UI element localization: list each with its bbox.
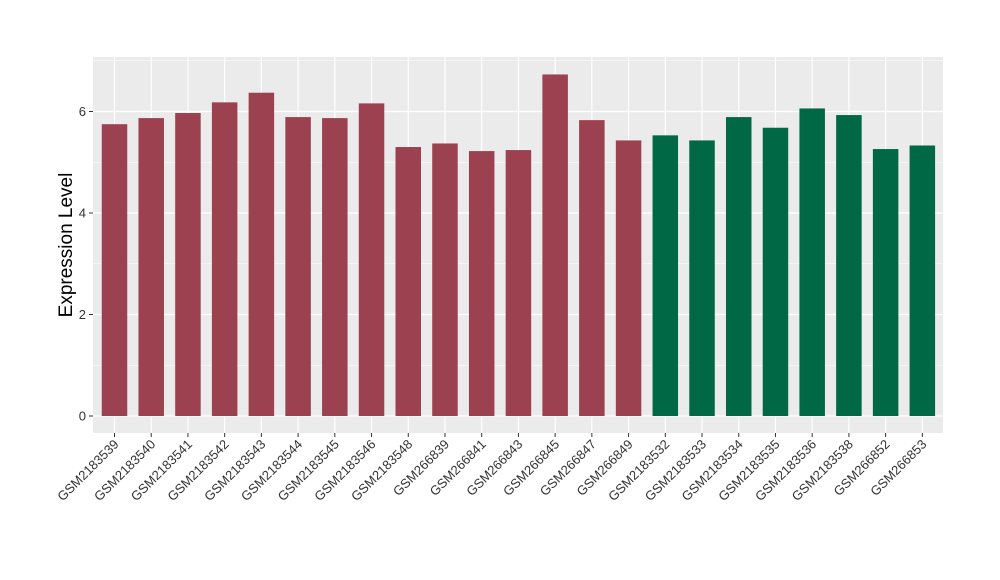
bar-GSM266843	[505, 150, 532, 416]
bar-GSM2183538	[836, 115, 862, 417]
x-axis: GSM2183539GSM2183540GSM2183541GSM2183542…	[54, 433, 929, 504]
bar-GSM2183543	[248, 92, 275, 416]
y-axis-title: Expression Level	[56, 173, 77, 318]
y-tick-label: 6	[79, 104, 86, 119]
bar-GSM266849	[615, 140, 642, 417]
bar-GSM2183546	[358, 103, 385, 416]
bar-GSM2183542	[211, 102, 238, 417]
y-tick-label: 4	[79, 206, 86, 221]
bar-GSM2183545	[322, 118, 348, 416]
y-axis: 0 2 4 6	[79, 104, 93, 424]
bar-GSM2183544	[285, 117, 311, 417]
bar-GSM2183536	[799, 108, 825, 416]
bars	[101, 74, 936, 417]
bar-GSM266839	[432, 143, 458, 416]
bar-GSM2183534	[725, 117, 752, 417]
y-tick-label: 2	[79, 307, 86, 322]
bar-GSM2183548	[395, 147, 422, 416]
bar-GSM266841	[468, 151, 495, 416]
bar-GSM2183535	[762, 127, 789, 417]
bar-GSM266845	[542, 74, 568, 416]
bar-GSM2183540	[138, 118, 164, 416]
bar-GSM2183539	[101, 124, 128, 416]
bar-GSM266853	[909, 145, 936, 416]
y-tick-label: 0	[79, 409, 86, 424]
bar-GSM2183533	[689, 140, 715, 417]
bar-GSM266852	[872, 149, 899, 416]
bar-GSM2183541	[175, 113, 201, 417]
bar-GSM266847	[579, 120, 605, 416]
bar-GSM2183532	[652, 135, 679, 417]
